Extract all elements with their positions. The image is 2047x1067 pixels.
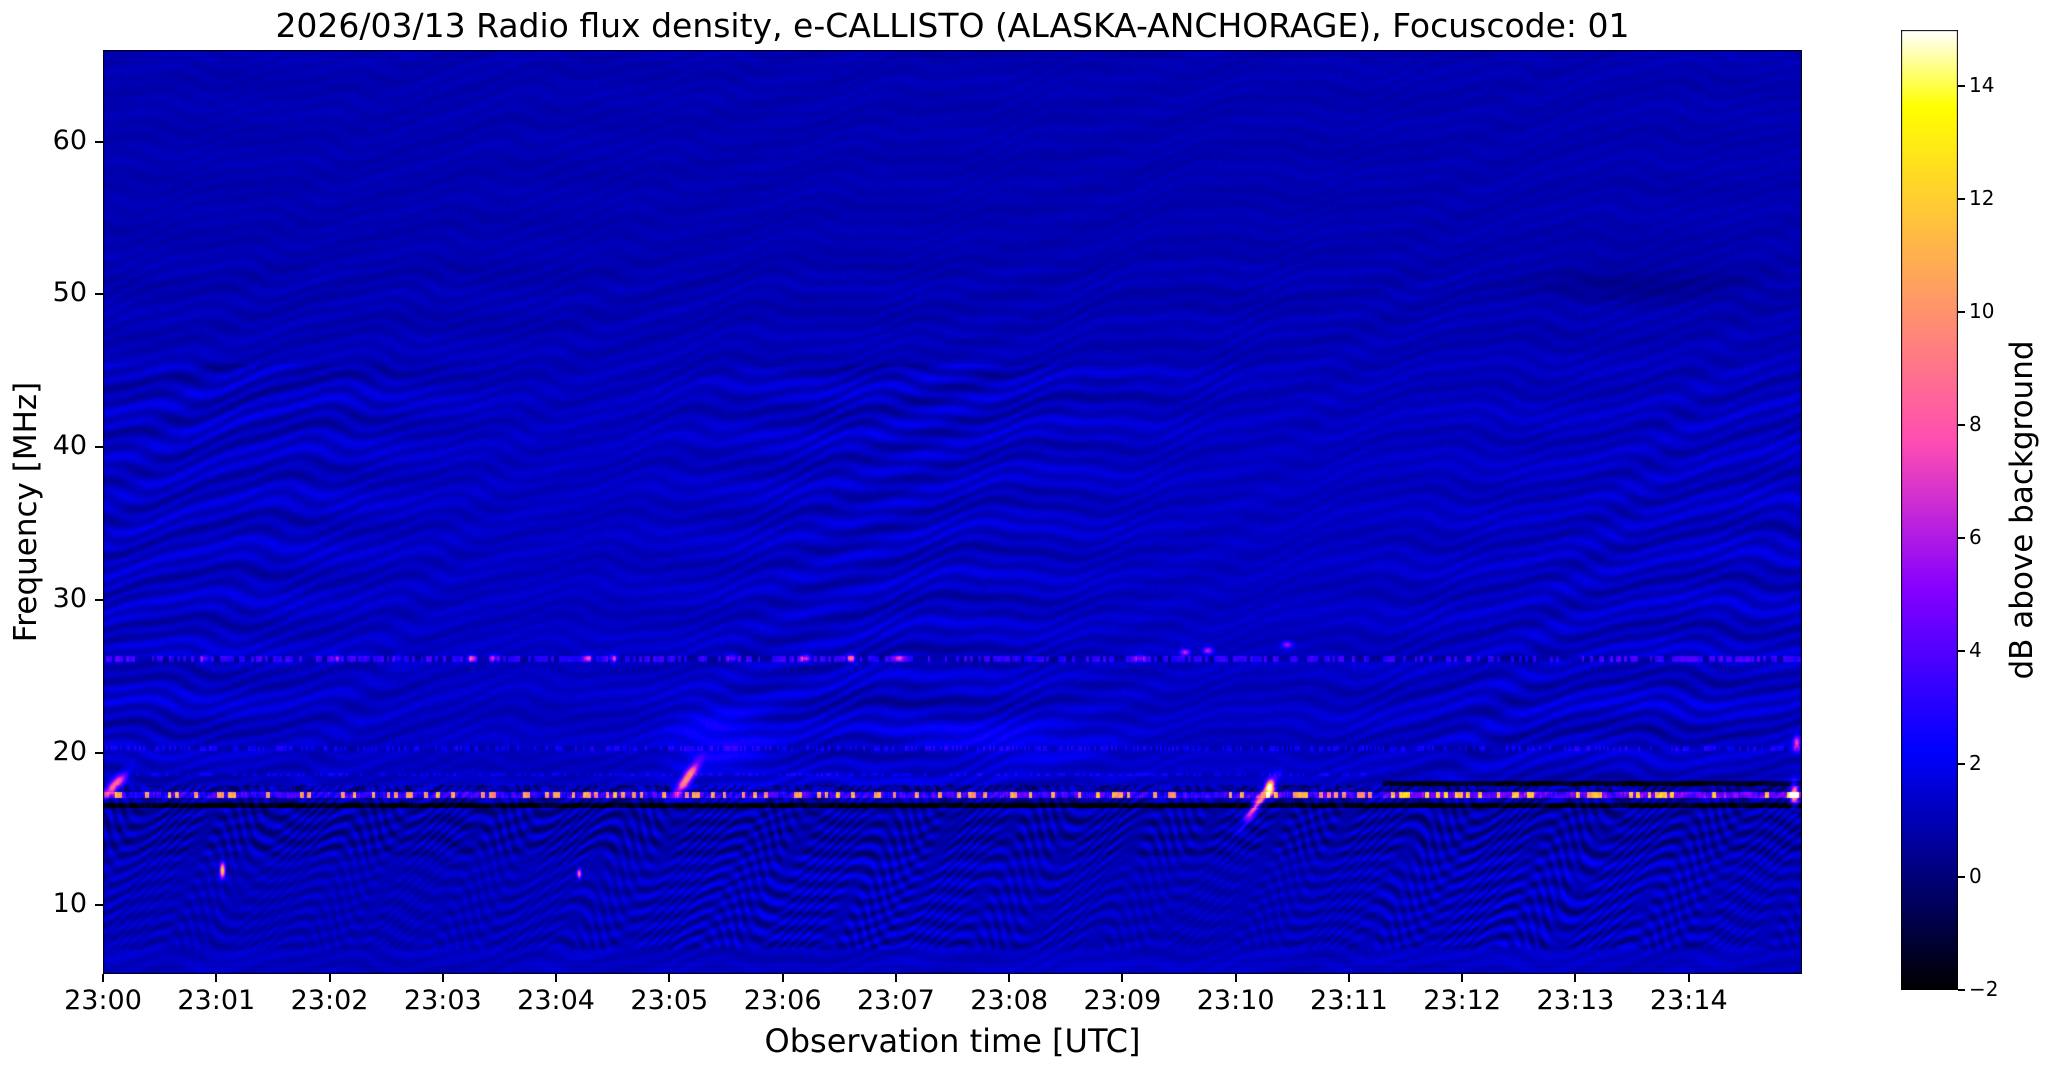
colorbar-tick-label: 4 [1969,638,1982,663]
y-tick-mark [95,293,103,296]
colorbar-tick-label: −2 [1969,977,1999,1001]
colorbar-tick-label: 12 [1969,186,1995,211]
colorbar-tick-label: 2 [1969,751,1982,776]
colorbar-label: dB above background [2004,340,2040,680]
x-tick-mark [1008,974,1011,982]
y-axis-label: Frequency [MHz] [8,381,44,643]
colorbar-tick-label: 14 [1969,73,1995,98]
colorbar-tick-mark [1958,876,1965,879]
y-tick-label: 50 [52,277,87,309]
x-tick-label: 23:14 [1649,985,1728,1016]
colorbar-tick-mark [1958,537,1965,540]
y-tick-label: 10 [52,888,87,920]
y-tick-mark [95,140,103,143]
colorbar-tick-label: 6 [1969,525,1982,550]
colorbar-tick-mark [1958,85,1965,88]
y-tick-mark [95,446,103,449]
x-tick-label: 23:06 [743,985,822,1016]
colorbar-tick-label: 0 [1969,864,1982,889]
x-tick-mark [215,974,218,982]
y-tick-mark [95,904,103,907]
colorbar-tick-label: 10 [1969,299,1995,324]
x-tick-mark [1347,974,1350,982]
x-tick-mark [1687,974,1690,982]
x-tick-mark [1234,974,1237,982]
x-tick-label: 23:05 [630,985,709,1016]
y-tick-label: 60 [52,124,87,156]
x-tick-mark [1574,974,1577,982]
x-tick-label: 23:12 [1423,985,1502,1016]
x-tick-label: 23:11 [1310,985,1388,1016]
x-tick-label: 23:09 [1083,985,1162,1016]
x-tick-mark [781,974,784,982]
x-tick-label: 23:04 [517,985,595,1016]
chart-title: 2026/03/13 Radio flux density, e-CALLIST… [275,6,1630,45]
colorbar-tick-mark [1958,989,1965,991]
x-axis-label: Observation time [UTC] [764,1022,1141,1060]
y-tick-mark [95,598,103,601]
x-tick-label: 23:02 [290,985,369,1016]
y-tick-label: 20 [52,735,87,767]
y-tick-label: 40 [52,430,87,462]
x-tick-mark [1121,974,1124,982]
x-tick-mark [668,974,671,982]
y-tick-label: 30 [52,582,87,614]
x-tick-mark [328,974,331,982]
x-tick-mark [894,974,897,982]
colorbar-tick-mark [1958,311,1965,314]
x-tick-mark [555,974,558,982]
colorbar-tick-mark [1958,424,1965,427]
x-tick-label: 23:01 [177,985,256,1016]
colorbar-tick-label: 8 [1969,412,1982,437]
x-tick-mark [1461,974,1464,982]
x-tick-mark [102,974,104,982]
colorbar-tick-mark [1958,198,1965,201]
y-tick-mark [95,751,103,754]
x-tick-label: 23:03 [403,985,482,1016]
colorbar-canvas [1901,30,1958,990]
x-tick-mark [441,974,444,982]
x-tick-label: 23:08 [970,985,1049,1016]
colorbar-tick-mark [1958,650,1965,653]
x-tick-label: 23:00 [64,985,142,1016]
colorbar-tick-mark [1958,763,1965,766]
x-tick-label: 23:13 [1536,985,1615,1016]
spectrogram-canvas [103,50,1802,974]
x-tick-label: 23:10 [1196,985,1275,1016]
x-tick-label: 23:07 [856,985,935,1016]
